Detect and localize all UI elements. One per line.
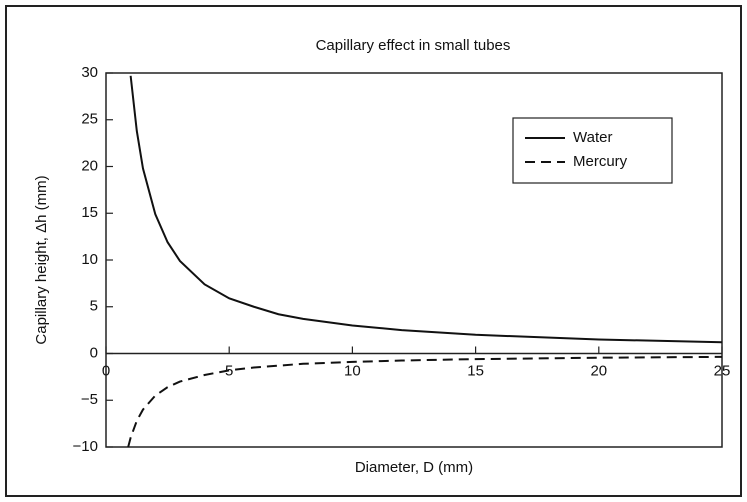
legend-label: Mercury	[573, 153, 628, 170]
legend-label: Water	[573, 129, 612, 146]
x-axis-label: Diameter, D (mm)	[355, 459, 473, 476]
x-tick-label: 20	[590, 362, 607, 379]
y-tick-label: 30	[81, 64, 98, 81]
x-tick-label: 25	[714, 362, 731, 379]
legend-box	[512, 117, 673, 184]
y-tick-label: 20	[81, 157, 98, 174]
series-line	[127, 355, 723, 448]
y-tick-label: −5	[81, 391, 98, 408]
x-tick-label: 0	[102, 362, 110, 379]
y-tick-label: 0	[90, 344, 98, 361]
y-tick-label: 25	[81, 111, 98, 128]
y-tick-label: 15	[81, 204, 98, 221]
y-tick-label: 5	[90, 298, 98, 315]
y-axis-label: Capillary height, Δh (mm)	[33, 175, 50, 344]
y-tick-label: 10	[81, 251, 98, 268]
outer-frame	[5, 5, 742, 497]
chart-title: Capillary effect in small tubes	[316, 37, 511, 54]
x-tick-label: 15	[467, 362, 484, 379]
x-tick-label: 10	[344, 362, 361, 379]
y-tick-label: −10	[73, 438, 98, 455]
series-line	[129, 75, 723, 344]
